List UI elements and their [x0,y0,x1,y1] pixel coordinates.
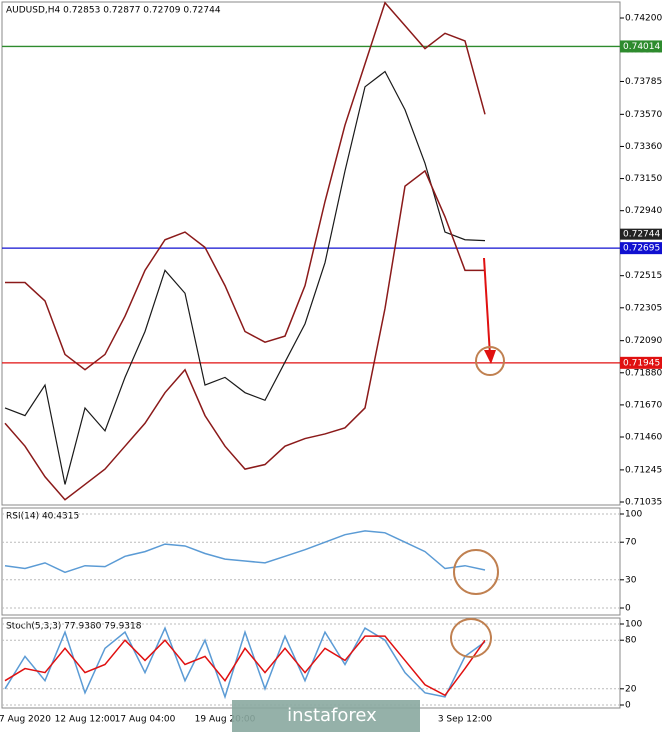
level-label-box [620,356,662,369]
last-price-box [620,228,662,240]
y-tick-label: 0 [625,701,631,711]
level-label: 0.71945 [623,358,660,368]
y-tick-label: 0.71880 [625,368,662,378]
x-tick-label: 7 Aug 2020 [0,715,51,725]
x-tick-label: 17 Aug 04:00 [115,715,176,725]
panel-title: Stoch(5,3,3) 77.9380 79.9318 [6,622,142,632]
series-line [4,70,486,485]
watermark: instaforex [287,705,377,726]
level-label: 0.74014 [623,42,660,52]
x-tick-label: 19 Aug 20:00 [195,715,256,725]
series-line [4,169,485,501]
y-tick-label: 0.72940 [625,206,662,216]
y-tick-label: 0.71670 [625,400,662,410]
y-tick-label: 0.73150 [625,174,662,184]
y-tick-label: 0.72515 [625,271,662,281]
x-tick-label: 3 Sep 12:00 [438,715,493,725]
highlight-circle [475,346,505,376]
y-tick-label: 0.71460 [625,433,662,443]
arrow [483,257,491,356]
y-tick-label: 80 [625,636,637,646]
watermark-box [232,700,420,732]
y-tick-label: 0.71245 [625,465,662,475]
highlight-circle [450,618,492,658]
arrow-head [484,350,496,364]
level-label-box [620,40,662,53]
y-tick-label: 0.74200 [625,14,662,24]
y-tick-label: 0.73785 [625,77,662,87]
panel-title: RSI(14) 40.4315 [6,512,79,522]
last-price-label: 0.72744 [623,230,660,240]
level-label-box [620,242,662,255]
x-tick-label: 12 Aug 12:00 [55,715,116,725]
y-tick-label: 0.71035 [625,498,662,508]
y-tick-label: 0.73570 [625,110,662,120]
y-tick-label: 30 [625,575,637,585]
y-tick-label: 100 [625,620,642,630]
highlight-circle [453,549,499,595]
series-line [4,635,486,697]
y-tick-label: 0.72090 [625,336,662,346]
level-label: 0.72695 [623,244,660,254]
y-tick-label: 0 [625,604,631,614]
y-tick-label: 0.73360 [625,142,662,152]
panel-frame [1,507,621,616]
y-tick-label: 0.72305 [625,303,662,313]
y-tick-label: 70 [625,538,637,548]
y-tick-label: 20 [625,684,637,694]
series-line [4,530,486,574]
series-line [4,626,486,700]
series-line [5,1,486,371]
y-tick-label: 100 [625,510,642,520]
panel-title: AUDUSD,H4 0.72853 0.72877 0.72709 0.7274… [6,6,221,16]
